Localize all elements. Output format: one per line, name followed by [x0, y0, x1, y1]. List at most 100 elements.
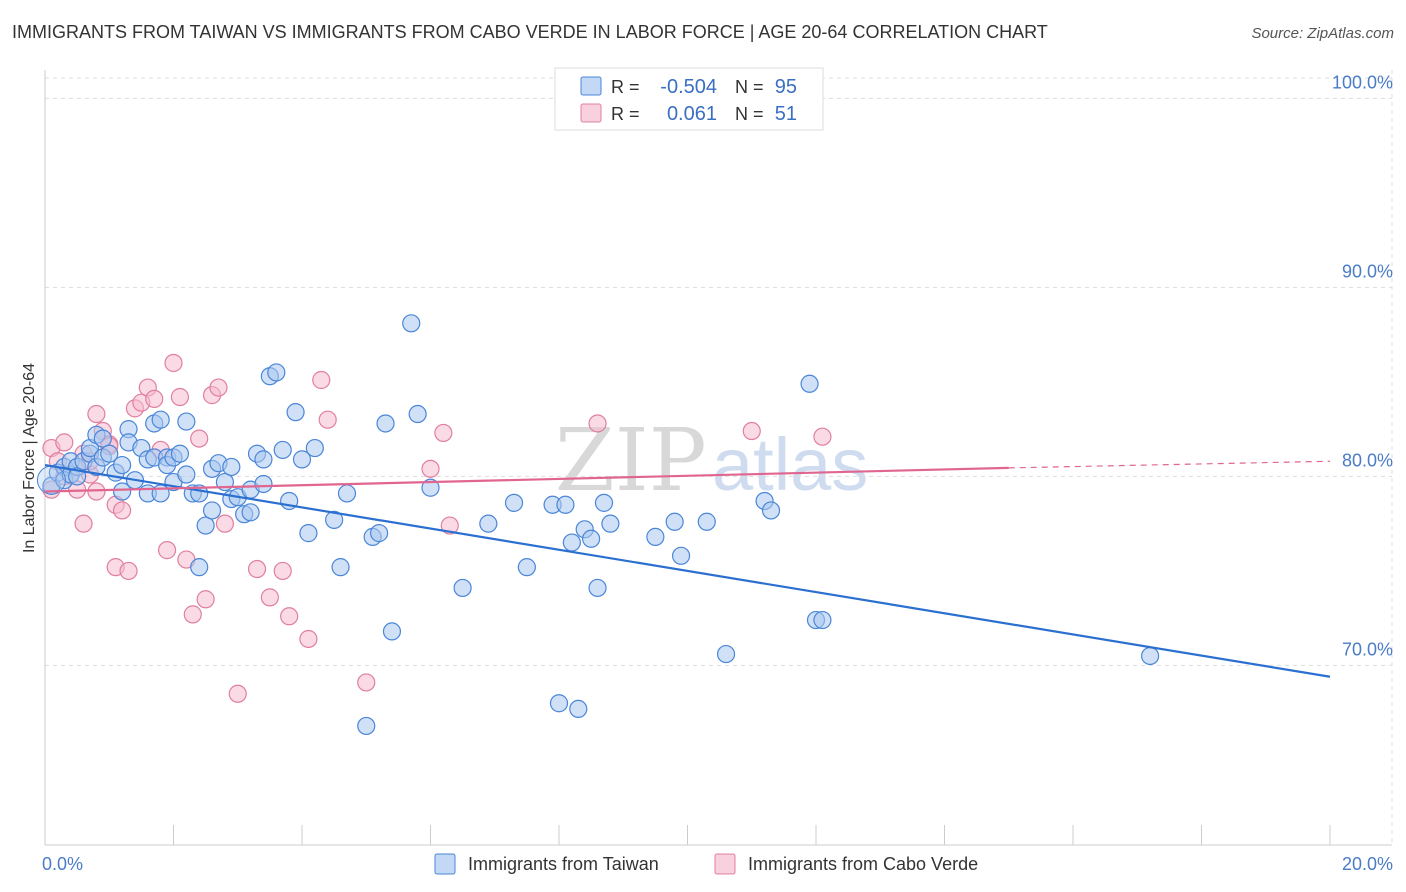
- cabo-point: [209, 378, 228, 397]
- cabo-point: [434, 423, 453, 443]
- cabo-point: [55, 433, 74, 452]
- taiwan-point: [761, 501, 781, 520]
- legend-r-value-taiwan: -0.504: [660, 76, 717, 98]
- y-axis-label: In Labor Force | Age 20-64: [21, 363, 38, 553]
- taiwan-point: [286, 403, 305, 422]
- cabo-point: [440, 516, 459, 535]
- cabo-trend-line: [44, 466, 1009, 493]
- taiwan-point: [549, 694, 569, 713]
- taiwan-point: [562, 533, 581, 552]
- legend-swatch-taiwan: [580, 76, 602, 96]
- bottom-legend-label-cabo: Immigrants from Cabo Verde: [748, 854, 978, 874]
- y-tick-label-1: 80.0%: [1342, 450, 1393, 470]
- taiwan-point: [299, 524, 318, 543]
- taiwan-point: [382, 622, 402, 641]
- taiwan-point: [177, 465, 196, 484]
- cabo-point: [112, 501, 132, 520]
- taiwan-point: [582, 529, 601, 548]
- watermark: ZIP atlas: [555, 411, 868, 511]
- cabo-trend-line-extension: [1008, 460, 1331, 469]
- legend-n-value-cabo: 51: [775, 103, 797, 125]
- taiwan-point: [697, 512, 716, 531]
- taiwan-point: [421, 478, 440, 497]
- cabo-point: [145, 389, 164, 409]
- cabo-point: [357, 673, 376, 692]
- legend-r-value-cabo: 0.061: [667, 103, 717, 125]
- taiwan-point: [800, 374, 819, 393]
- taiwan-point: [813, 610, 832, 630]
- y-tick-label-2: 90.0%: [1342, 261, 1393, 281]
- taiwan-point: [370, 524, 389, 543]
- taiwan-point: [151, 410, 170, 429]
- trend-lines: [44, 460, 1331, 678]
- taiwan-point: [254, 474, 273, 494]
- legend-r-label-cabo: R =: [611, 104, 640, 124]
- taiwan-point: [357, 716, 376, 736]
- taiwan-point: [241, 503, 260, 522]
- taiwan-point: [273, 440, 292, 460]
- cabo-point: [228, 684, 247, 703]
- chart-title: IMMIGRANTS FROM TAIWAN VS IMMIGRANTS FRO…: [12, 22, 1048, 42]
- axes: [44, 70, 1392, 846]
- taiwan-point: [170, 444, 190, 463]
- taiwan-point: [556, 495, 575, 514]
- taiwan-point: [190, 558, 209, 577]
- bottom-legend-swatch-cabo: [714, 853, 736, 875]
- grid: [45, 70, 1393, 845]
- taiwan-point: [305, 438, 324, 458]
- taiwan-point: [479, 514, 498, 533]
- taiwan-point: [292, 450, 312, 469]
- legend-n-value-taiwan: 95: [775, 76, 797, 98]
- taiwan-point: [504, 493, 524, 512]
- taiwan-point: [601, 514, 620, 533]
- legend-n-label-taiwan: N =: [735, 77, 764, 97]
- y-tick-labels: 70.0% 80.0% 90.0% 100.0%: [1332, 72, 1393, 659]
- taiwan-point: [337, 484, 357, 503]
- cabo-point: [196, 590, 215, 609]
- taiwan-point: [331, 558, 350, 577]
- cabo-point: [164, 353, 183, 373]
- cabo-point: [190, 429, 209, 448]
- bottom-legend-swatch-taiwan: [434, 853, 456, 875]
- x-tick-labels: 0.0% 20.0%: [42, 854, 1393, 874]
- cabo-point: [74, 514, 93, 533]
- cabo-point: [588, 414, 607, 433]
- x-tick-label-1: 20.0%: [1342, 854, 1393, 874]
- taiwan-point: [202, 501, 222, 520]
- taiwan-point: [112, 482, 132, 501]
- cabo-point: [87, 482, 106, 501]
- cabo-point: [742, 421, 761, 441]
- cabo-point: [247, 559, 267, 579]
- cabo-point: [215, 514, 234, 533]
- taiwan-point: [177, 412, 196, 431]
- taiwan-point: [402, 314, 421, 333]
- taiwan-point: [594, 493, 614, 512]
- legend-swatch-cabo: [580, 103, 602, 123]
- watermark-atlas: atlas: [712, 423, 868, 506]
- taiwan-point: [665, 512, 684, 531]
- legend-r-label-taiwan: R =: [611, 77, 640, 97]
- taiwan-point: [646, 527, 665, 546]
- taiwan-point: [325, 510, 344, 529]
- taiwan-point: [222, 457, 241, 477]
- taiwan-point: [408, 404, 427, 424]
- cabo-point: [260, 588, 279, 607]
- cabo-point: [170, 387, 190, 407]
- taiwan-point: [112, 455, 132, 475]
- taiwan-point-cluster: [36, 465, 66, 495]
- taiwan-point: [196, 516, 215, 535]
- cabo-point: [87, 404, 106, 424]
- taiwan-point: [671, 546, 691, 565]
- taiwan-point: [254, 450, 273, 469]
- cabo-point: [157, 541, 177, 560]
- cabo-point: [318, 410, 337, 429]
- taiwan-point: [1140, 646, 1160, 666]
- x-tick-label-0: 0.0%: [42, 854, 83, 874]
- legend-n-label-cabo: N =: [735, 104, 764, 124]
- y-tick-label-3: 100.0%: [1332, 72, 1393, 92]
- taiwan-point: [100, 444, 119, 463]
- cabo-point: [273, 561, 292, 581]
- series-legend: Immigrants from Taiwan Immigrants from C…: [434, 853, 978, 875]
- taiwan-point: [453, 578, 472, 598]
